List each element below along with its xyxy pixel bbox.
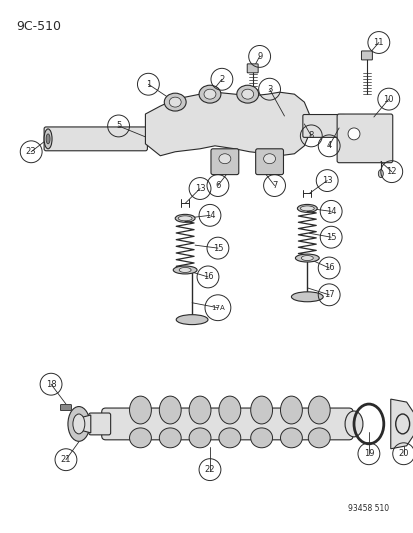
Ellipse shape — [129, 428, 151, 448]
Ellipse shape — [189, 396, 211, 424]
Text: 13: 13 — [321, 176, 332, 185]
Text: 12: 12 — [386, 167, 396, 176]
Ellipse shape — [204, 89, 216, 99]
FancyBboxPatch shape — [211, 149, 238, 175]
FancyBboxPatch shape — [102, 408, 352, 440]
Ellipse shape — [308, 428, 330, 448]
Text: 21: 21 — [61, 455, 71, 464]
Text: 10: 10 — [382, 95, 393, 103]
Text: 2: 2 — [219, 75, 224, 84]
Ellipse shape — [236, 85, 258, 103]
Text: 8: 8 — [308, 131, 313, 140]
Text: 13: 13 — [194, 184, 205, 193]
FancyBboxPatch shape — [255, 149, 283, 175]
Ellipse shape — [347, 128, 359, 140]
Text: 11: 11 — [373, 38, 383, 47]
Text: 3: 3 — [266, 85, 272, 94]
Text: 9C-510: 9C-510 — [16, 20, 61, 33]
Ellipse shape — [129, 396, 151, 424]
Text: 19: 19 — [363, 449, 373, 458]
Ellipse shape — [291, 292, 323, 302]
Ellipse shape — [175, 214, 195, 222]
Ellipse shape — [377, 169, 382, 177]
Ellipse shape — [176, 314, 207, 325]
Ellipse shape — [68, 407, 90, 441]
Ellipse shape — [301, 256, 313, 261]
Ellipse shape — [308, 396, 330, 424]
Text: 93458 510: 93458 510 — [347, 504, 388, 513]
Text: 20: 20 — [397, 449, 408, 458]
Text: 5: 5 — [116, 122, 121, 131]
Polygon shape — [76, 415, 90, 433]
Ellipse shape — [300, 206, 313, 211]
Text: 22: 22 — [204, 465, 215, 474]
Polygon shape — [145, 92, 309, 156]
Text: 1: 1 — [145, 80, 151, 88]
Ellipse shape — [169, 97, 181, 107]
Text: 16: 16 — [202, 272, 213, 281]
Ellipse shape — [159, 396, 181, 424]
Text: 17A: 17A — [211, 305, 224, 311]
Ellipse shape — [280, 396, 301, 424]
Ellipse shape — [218, 396, 240, 424]
Ellipse shape — [295, 254, 318, 262]
Text: 17: 17 — [323, 290, 334, 300]
FancyBboxPatch shape — [44, 127, 147, 151]
FancyBboxPatch shape — [361, 51, 371, 60]
Text: 16: 16 — [323, 263, 334, 272]
Ellipse shape — [297, 205, 316, 212]
Text: 23: 23 — [26, 147, 36, 156]
FancyBboxPatch shape — [247, 64, 258, 73]
Ellipse shape — [344, 411, 362, 437]
Ellipse shape — [280, 428, 301, 448]
Ellipse shape — [250, 428, 272, 448]
Ellipse shape — [46, 134, 50, 144]
Ellipse shape — [164, 93, 186, 111]
Ellipse shape — [44, 129, 52, 149]
Ellipse shape — [189, 428, 211, 448]
Ellipse shape — [241, 89, 253, 99]
Ellipse shape — [263, 154, 275, 164]
Text: 15: 15 — [325, 233, 336, 241]
Ellipse shape — [73, 414, 85, 434]
Ellipse shape — [250, 396, 272, 424]
FancyBboxPatch shape — [88, 413, 110, 435]
Text: 15: 15 — [212, 244, 223, 253]
Text: 18: 18 — [45, 379, 56, 389]
Text: 14: 14 — [325, 207, 336, 216]
Ellipse shape — [173, 266, 197, 274]
Polygon shape — [390, 399, 413, 449]
FancyBboxPatch shape — [302, 115, 345, 138]
Ellipse shape — [218, 428, 240, 448]
Text: 14: 14 — [204, 211, 215, 220]
Text: 4: 4 — [326, 141, 331, 150]
Text: 9: 9 — [256, 52, 262, 61]
Ellipse shape — [159, 428, 181, 448]
Ellipse shape — [218, 154, 230, 164]
Text: 6: 6 — [215, 181, 220, 190]
Ellipse shape — [178, 216, 192, 221]
Ellipse shape — [199, 85, 221, 103]
FancyBboxPatch shape — [336, 114, 392, 163]
FancyBboxPatch shape — [60, 405, 71, 410]
Text: 7: 7 — [271, 181, 277, 190]
Ellipse shape — [179, 268, 191, 272]
